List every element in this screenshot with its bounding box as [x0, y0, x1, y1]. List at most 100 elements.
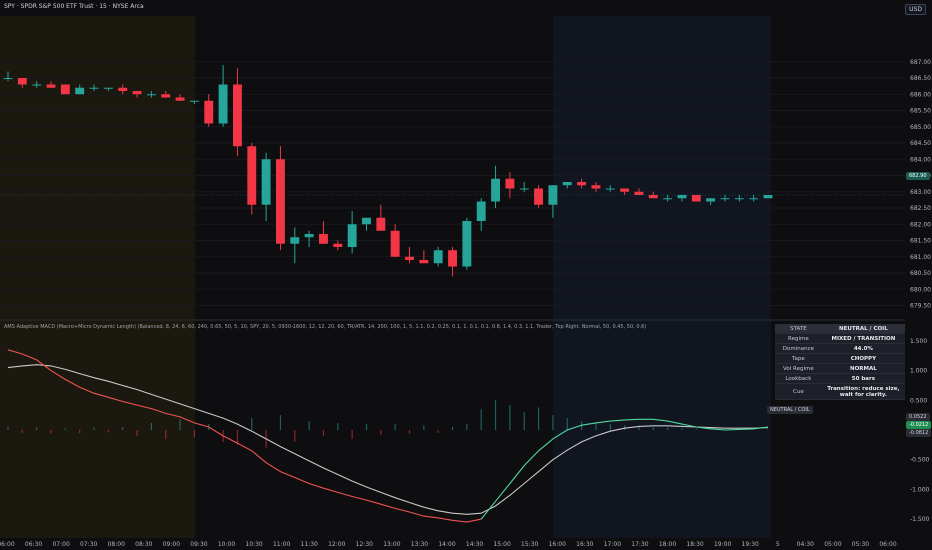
- candle-body: [648, 195, 658, 199]
- candle-body: [146, 94, 156, 96]
- time-tick: 10:30: [245, 541, 262, 548]
- price-tick: 679.50: [910, 303, 931, 310]
- time-tick: 08:30: [135, 541, 152, 548]
- candle-body: [261, 159, 271, 205]
- price-tick: 681.50: [910, 238, 931, 245]
- time-tick: 14:30: [466, 541, 483, 548]
- time-tick: 07:30: [80, 541, 97, 548]
- state-key: Regime: [775, 333, 822, 344]
- candle-body: [419, 260, 429, 264]
- state-row: STATE NEUTRAL / COIL: [775, 324, 905, 334]
- candle-body: [476, 201, 486, 221]
- signal-line: [7, 364, 769, 515]
- neutral-tag: NEUTRAL / COIL: [767, 406, 813, 414]
- candle-body: [290, 237, 300, 244]
- candle-body: [189, 100, 199, 102]
- candle-body: [32, 84, 42, 86]
- macd-line-rising: [480, 418, 769, 520]
- price-tick: 680.50: [910, 270, 931, 277]
- indicator-tick: 0.500: [910, 397, 927, 404]
- candle-body: [562, 182, 572, 186]
- candle-body: [17, 78, 27, 85]
- candle-body: [161, 94, 171, 98]
- time-tick: 15:00: [493, 541, 510, 548]
- state-table: STATE NEUTRAL / COIL Regime MIXED / TRANSIT…: [775, 324, 905, 400]
- candle-body: [376, 217, 386, 231]
- candle-body: [118, 87, 128, 91]
- price-tick: 685.00: [910, 124, 931, 131]
- candle-body: [505, 178, 515, 189]
- price-tag: 682.90: [906, 172, 930, 180]
- candle-body: [749, 198, 759, 200]
- candle-body: [577, 182, 587, 186]
- candle-body: [333, 243, 343, 247]
- value-tag-3: -0.0812: [906, 429, 932, 437]
- time-tick: 09:00: [163, 541, 180, 548]
- state-key: STATE: [775, 324, 822, 334]
- candle-body: [103, 87, 113, 89]
- price-tick: 681.00: [910, 254, 931, 261]
- candle-body: [319, 234, 328, 244]
- time-tick: 04:30: [797, 541, 814, 548]
- candle-body: [304, 234, 314, 238]
- candle-body: [390, 230, 400, 257]
- candle-body: [276, 159, 285, 244]
- state-row: Cue Transition: reduce size, wait for cla…: [775, 383, 905, 400]
- state-value: CHOPPY: [821, 353, 905, 364]
- time-tick: 19:30: [742, 541, 759, 548]
- candle-body: [706, 198, 716, 202]
- time-tick: 5: [776, 541, 780, 548]
- candle-body: [663, 198, 673, 200]
- value-tag-1: 0.0522: [906, 413, 930, 421]
- candle-body: [218, 84, 228, 124]
- candle-body: [405, 256, 414, 260]
- candle-body: [175, 97, 185, 101]
- price-tick: 686.00: [910, 91, 931, 98]
- candle-body: [347, 224, 357, 247]
- state-key: Cue: [775, 383, 822, 400]
- state-value: 44.0%: [821, 343, 905, 354]
- symbol-title[interactable]: SPY · SPDR S&P 500 ETF Trust · 15 · NYSE…: [4, 3, 144, 10]
- indicator-tick: -0.500: [910, 457, 930, 464]
- state-row: Lookback 50 bars: [775, 373, 905, 384]
- time-tick: 14:00: [438, 541, 455, 548]
- time-tick: 11:30: [301, 541, 318, 548]
- state-value: MIXED / TRANSITION: [821, 333, 905, 344]
- price-tick: 684.50: [910, 140, 931, 147]
- time-tick: 05:30: [852, 541, 869, 548]
- candle-body: [491, 178, 500, 202]
- candle-body: [691, 195, 701, 202]
- candle-body: [75, 87, 85, 95]
- candle-body: [232, 84, 242, 147]
- price-tick: 686.50: [910, 75, 931, 82]
- price-tick: 687.00: [910, 59, 931, 66]
- price-tick: 683.00: [910, 189, 931, 196]
- time-tick: 19:00: [714, 541, 731, 548]
- candle-body: [132, 91, 142, 95]
- state-row: Tape CHOPPY: [775, 353, 905, 364]
- currency-button[interactable]: USD: [905, 4, 926, 15]
- candle-body: [462, 221, 472, 267]
- state-value: NORMAL: [821, 363, 905, 374]
- price-tick: 685.50: [910, 108, 931, 115]
- state-value: NEUTRAL / COIL: [821, 324, 905, 334]
- time-tick: 16:00: [549, 541, 566, 548]
- candle-body: [247, 146, 257, 205]
- candle-body: [433, 250, 443, 264]
- candle-body: [634, 191, 644, 195]
- candle-body: [534, 188, 544, 205]
- time-tick: 16:30: [576, 541, 593, 548]
- time-tick: 08:00: [108, 541, 125, 548]
- candle-body: [591, 185, 601, 189]
- candle-body: [519, 188, 529, 190]
- indicator-tick: -1.000: [910, 486, 930, 493]
- state-row: Vol Regime NORMAL: [775, 363, 905, 374]
- candle-body: [204, 100, 214, 124]
- indicator-title[interactable]: AMS Adaptive MACD (Macro+Micro Dynamic L…: [4, 324, 647, 330]
- candle-body: [60, 84, 70, 95]
- price-tick: 682.50: [910, 205, 931, 212]
- state-key: Dominance: [775, 343, 822, 354]
- time-tick: 11:00: [273, 541, 290, 548]
- candle-body: [677, 195, 687, 199]
